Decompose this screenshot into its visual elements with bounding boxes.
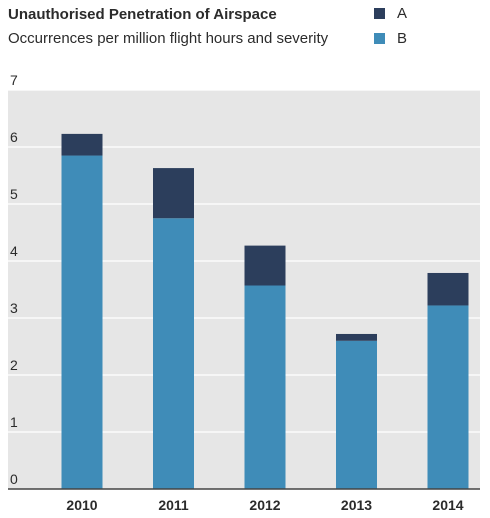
- x-axis-labels: 2010 2011 2012 2013 2014: [66, 497, 463, 513]
- y-tick-label-3: 3: [10, 300, 18, 316]
- y-tick-label-5: 5: [10, 186, 18, 202]
- bar-a-2014: [427, 272, 469, 306]
- x-tick-label-2013: 2013: [341, 497, 372, 513]
- x-tick-label-2011: 2011: [158, 497, 189, 513]
- bar-b-2012: [244, 285, 286, 489]
- x-tick-label-2010: 2010: [66, 497, 97, 513]
- bar-b-2014: [427, 305, 469, 489]
- chart-subtitle: Occurrences per million flight hours and…: [8, 30, 329, 47]
- x-tick-label-2014: 2014: [432, 497, 463, 513]
- legend-label-a: A: [397, 5, 408, 22]
- legend-label-b: B: [397, 30, 408, 47]
- y-tick-label-1: 1: [10, 414, 18, 430]
- legend-item-a: A: [374, 5, 407, 22]
- legend-swatch-a: [374, 8, 385, 19]
- bar-b-2013: [336, 340, 377, 489]
- bar-a-2011: [153, 168, 194, 219]
- chart-title: Unauthorised Penetration of Airspace: [8, 6, 277, 23]
- bar-a-2012: [244, 245, 286, 286]
- bars: [61, 133, 469, 490]
- bar-a-2013: [336, 333, 377, 341]
- y-axis-ticks: 0 1 2 3 4 5 6 7: [10, 72, 18, 487]
- y-tick-label-0: 0: [10, 471, 18, 487]
- legend-item-b: B: [374, 30, 407, 47]
- x-tick-label-2012: 2012: [249, 497, 280, 513]
- y-tick-label-6: 6: [10, 129, 18, 145]
- y-tick-label-4: 4: [10, 243, 18, 259]
- bar-b-2011: [153, 218, 194, 489]
- bar-b-2010: [61, 155, 103, 490]
- legend-swatch-b: [374, 33, 385, 44]
- bar-a-2010: [61, 133, 103, 156]
- y-tick-label-7: 7: [10, 72, 18, 88]
- y-tick-label-2: 2: [10, 357, 18, 373]
